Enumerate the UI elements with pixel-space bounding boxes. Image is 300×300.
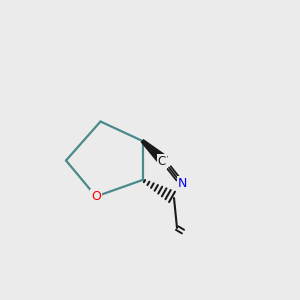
Text: N: N [178,177,187,190]
Text: O: O [91,190,101,203]
Polygon shape [142,140,167,164]
Text: C: C [158,155,166,168]
